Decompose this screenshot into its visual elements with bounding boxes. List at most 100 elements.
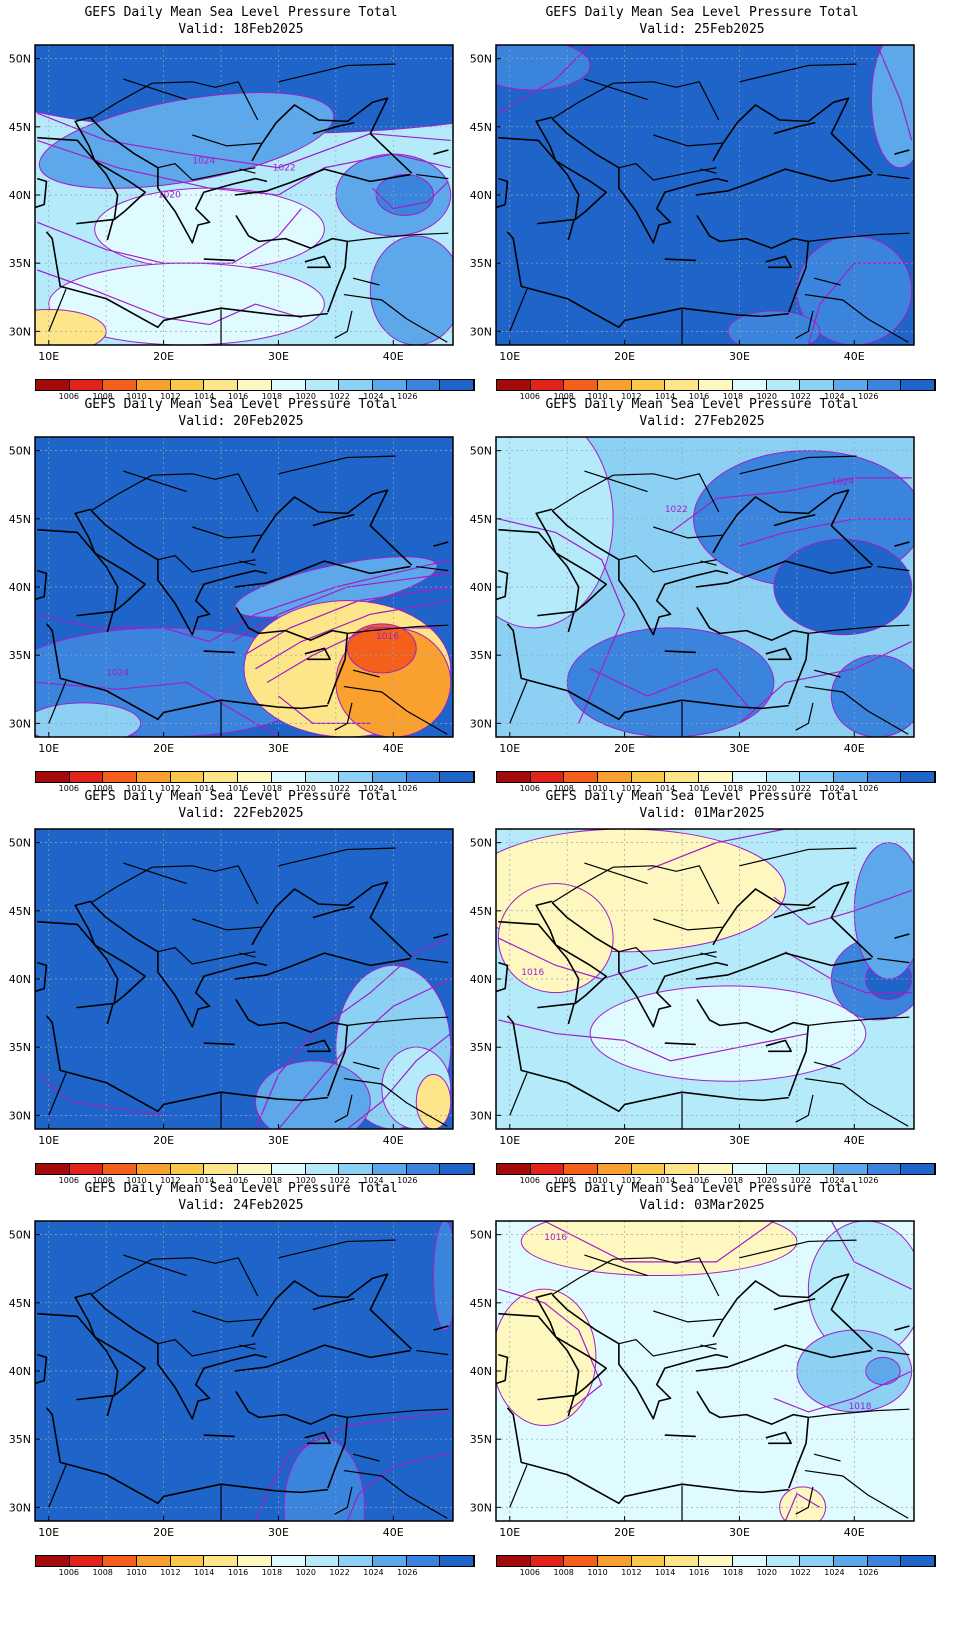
isobar-label: 1024 xyxy=(192,157,215,167)
country-border xyxy=(584,862,648,885)
lat-tick-label: 30N xyxy=(470,1501,492,1514)
coastline xyxy=(894,933,910,939)
colorbar-label: 1010 xyxy=(587,1568,608,1577)
colorbar-swatch xyxy=(170,1164,205,1174)
country-border xyxy=(509,680,528,724)
colorbar-label: 1014 xyxy=(194,392,215,401)
coastline xyxy=(251,489,413,566)
colorbar-label: 1024 xyxy=(363,1568,384,1577)
colorbar-label: 1012 xyxy=(621,784,642,793)
colorbar-label: 1014 xyxy=(194,784,215,793)
country-border xyxy=(877,1349,910,1356)
colorbar-swatch xyxy=(766,1556,801,1566)
colorbar-swatch xyxy=(732,772,767,782)
colorbar-swatch xyxy=(800,1164,834,1174)
country-border xyxy=(877,565,910,572)
coastline xyxy=(45,1407,328,1505)
coastline xyxy=(251,881,413,958)
country-border xyxy=(739,455,857,475)
panel-title: GEFS Daily Mean Sea Level Pressure Total xyxy=(545,397,859,412)
colorbar-label: 1026 xyxy=(858,1176,879,1185)
colorbar-swatch xyxy=(36,1556,70,1566)
pressure-region xyxy=(415,1073,452,1129)
country-border xyxy=(551,473,720,513)
panel-title: GEFS Daily Mean Sea Level Pressure Total xyxy=(545,5,859,20)
coastline xyxy=(203,258,235,262)
colorbar-swatch xyxy=(665,1556,700,1566)
colorbar-label: 1026 xyxy=(858,784,879,793)
colorbar-label: 1024 xyxy=(824,784,845,793)
lat-tick-label: 45N xyxy=(9,121,31,134)
colorbar-label: 1022 xyxy=(329,1176,350,1185)
colorbar xyxy=(496,1555,936,1567)
colorbar-label: 1006 xyxy=(519,1176,541,1185)
panel-valid-date: Valid: 03Mar2025 xyxy=(639,1198,765,1213)
colorbar-swatch xyxy=(699,1164,733,1174)
isobar xyxy=(372,180,449,210)
country-border xyxy=(278,847,396,867)
isobar-label: 1018 xyxy=(849,1402,872,1412)
colorbar-label: 1022 xyxy=(790,784,811,793)
coastline xyxy=(76,218,114,241)
country-border xyxy=(123,862,187,885)
country-border xyxy=(352,1453,380,1462)
colorbar-swatch xyxy=(372,772,407,782)
colorbar-swatch xyxy=(732,1164,767,1174)
isobar xyxy=(497,45,591,114)
pressure-map: 50N 45N 40N 35N 30N 10E 20E 30E 40E xyxy=(9,828,454,1147)
lon-tick-label: 10E xyxy=(38,1134,59,1147)
forecast-panel: GEFS Daily Mean Sea Level Pressure Total… xyxy=(461,0,943,410)
colorbar-label: 1008 xyxy=(92,784,113,793)
country-border xyxy=(123,470,187,493)
lon-tick-label: 20E xyxy=(153,1134,174,1147)
country-border xyxy=(334,310,353,339)
country-border xyxy=(334,702,353,731)
country-border xyxy=(653,134,723,147)
colorbar-label: 1008 xyxy=(92,1568,113,1577)
colorbar-label: 1008 xyxy=(92,1176,113,1185)
colorbar-swatch xyxy=(901,1556,935,1566)
lon-tick-label: 20E xyxy=(614,1526,635,1539)
isobar xyxy=(37,269,302,326)
coastline xyxy=(37,116,147,221)
colorbar-label: 1016 xyxy=(688,784,710,793)
lat-tick-label: 30N xyxy=(9,1501,31,1514)
colorbar-swatch xyxy=(271,772,306,782)
colorbar-labels: 1006 1008 1010 1012 1014 1016 1018 1020 1022 1024… xyxy=(496,1568,936,1580)
colorbar-swatch xyxy=(631,772,666,782)
colorbar-swatch xyxy=(406,1556,441,1566)
coastline xyxy=(712,489,874,566)
country-border xyxy=(343,1469,448,1519)
lon-tick-label: 10E xyxy=(499,1526,520,1539)
colorbar-swatch xyxy=(305,1164,340,1174)
coastline xyxy=(695,1344,872,1372)
isobar-label: 1022 xyxy=(273,163,296,173)
coastline xyxy=(235,215,349,313)
colorbar-label: 1020 xyxy=(756,1568,777,1577)
isobar-label: 1024 xyxy=(831,478,854,488)
colorbar-swatch xyxy=(598,1164,632,1174)
coastline xyxy=(234,952,411,980)
lat-tick-label: 40N xyxy=(9,973,31,986)
isobar xyxy=(277,978,451,1129)
country-border xyxy=(157,554,256,573)
coastline xyxy=(496,961,509,993)
country-border xyxy=(123,1254,187,1277)
lat-tick-label: 35N xyxy=(470,257,492,270)
colorbar-label: 1012 xyxy=(160,1176,181,1185)
colorbar-swatch xyxy=(372,1556,407,1566)
colorbar-label: 1020 xyxy=(756,1176,777,1185)
lat-tick-label: 30N xyxy=(9,717,31,730)
colorbar-label: 1010 xyxy=(126,1568,147,1577)
colorbar-swatch xyxy=(339,772,373,782)
lat-tick-label: 40N xyxy=(470,189,492,202)
coastline xyxy=(696,1391,810,1489)
pressure-map: 50N 45N 40N 35N 30N 10E 20E 30E 40E xyxy=(9,1220,454,1539)
country-border xyxy=(813,1061,841,1070)
country-border xyxy=(239,1344,256,1350)
coastline xyxy=(664,1042,696,1046)
colorbar-label: 1024 xyxy=(363,784,384,793)
coastline xyxy=(235,1391,349,1489)
isobar xyxy=(773,1370,912,1413)
colorbar-swatch xyxy=(497,1556,531,1566)
